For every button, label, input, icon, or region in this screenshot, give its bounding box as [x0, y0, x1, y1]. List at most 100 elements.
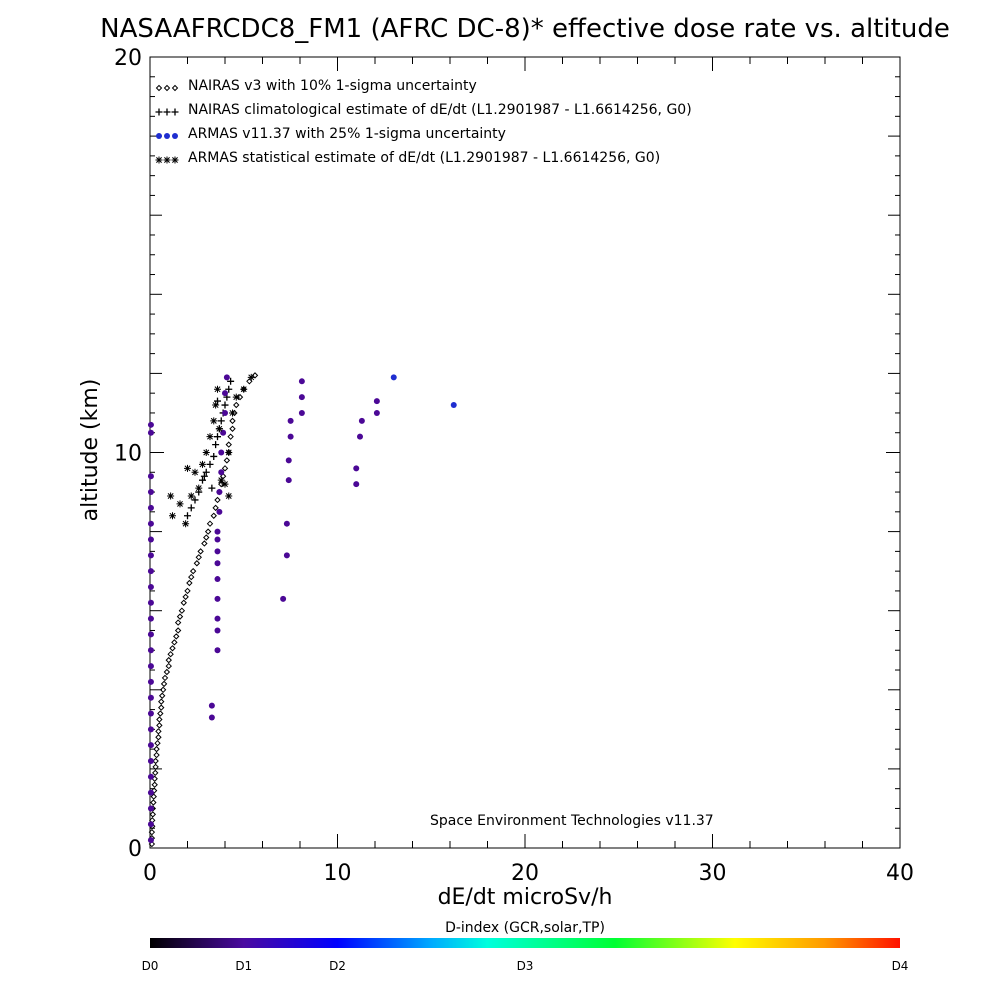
data-point-asterisk: [184, 464, 191, 472]
data-point-dot: [214, 548, 221, 555]
data-point-asterisk: [176, 500, 184, 508]
colorbar-label: D4: [892, 959, 909, 973]
data-point-dot: [298, 394, 305, 401]
data-point-asterisk: [167, 492, 175, 500]
colorbar-label: D3: [517, 959, 534, 973]
data-point-plus: [202, 468, 210, 476]
data-point-dot: [208, 714, 215, 721]
data-point-dot: [298, 409, 305, 416]
data-point-plus: [210, 452, 218, 460]
data-point-diamond: [173, 633, 180, 640]
data-point-plus: [221, 401, 229, 409]
data-point-asterisk: [206, 433, 214, 441]
data-point-asterisk: [232, 393, 240, 401]
data-point-asterisk: [202, 449, 210, 456]
data-point-asterisk: [182, 520, 190, 528]
data-point-plus: [214, 433, 221, 441]
data-point-dot: [214, 536, 221, 543]
data-point-diamond: [180, 599, 187, 606]
data-point-diamond: [188, 573, 195, 581]
data-point-diamond: [189, 567, 197, 575]
data-point-diamond: [221, 465, 229, 472]
data-point-diamond: [154, 739, 161, 747]
data-point-plus: [200, 472, 208, 480]
legend-entry: NAIRAS climatological estimate of dE/dt …: [188, 102, 692, 118]
data-point-diamond: [158, 704, 165, 711]
data-point-dot: [450, 402, 457, 409]
colorbar: [150, 938, 900, 948]
legend: NAIRAS v3 with 10% 1-sigma uncertainty NA…: [155, 78, 692, 166]
data-point-dot: [147, 726, 154, 733]
data-point-diamond: [149, 811, 157, 818]
data-point-diamond: [251, 372, 259, 379]
data-point-dot: [156, 133, 162, 139]
legend-entry: ARMAS v11.37 with 25% 1-sigma uncertaint…: [188, 126, 506, 142]
data-point-dot: [353, 465, 360, 472]
data-point-dot: [283, 552, 290, 559]
data-point-dot: [373, 409, 380, 416]
data-point-asterisk: [214, 385, 221, 393]
data-point-diamond: [225, 441, 232, 448]
data-point-dot: [214, 627, 221, 634]
y-tick-label: 0: [128, 837, 142, 862]
data-point-dot: [147, 710, 154, 717]
x-axis-label: dE/dt microSv/h: [438, 885, 613, 910]
data-point-diamond: [160, 680, 168, 688]
data-point-dot: [216, 489, 223, 496]
data-point-diamond: [150, 787, 158, 794]
data-point-dot: [147, 615, 154, 622]
data-point-diamond: [182, 593, 189, 601]
data-point-diamond: [229, 417, 236, 425]
data-point-dot: [147, 757, 154, 764]
data-point-dot: [223, 374, 230, 381]
data-point-dot: [147, 694, 154, 701]
data-point-diamond: [204, 528, 212, 535]
data-point-asterisk: [171, 156, 179, 164]
data-point-diamond: [167, 650, 174, 658]
x-tick-label: 10: [324, 861, 352, 886]
data-point-diamond: [165, 656, 172, 664]
data-point-dot: [147, 837, 154, 844]
data-point-diamond: [163, 84, 171, 92]
data-point-asterisk: [212, 401, 220, 409]
data-point-dot: [353, 481, 360, 488]
data-point-diamond: [210, 512, 217, 519]
data-point-asterisk: [210, 417, 218, 425]
data-point-dot: [208, 702, 215, 709]
data-point-diamond: [203, 534, 210, 541]
data-point-dot: [373, 398, 380, 405]
data-point-asterisk: [217, 476, 225, 484]
data-point-dot: [147, 421, 154, 428]
data-point-diamond: [153, 751, 160, 759]
data-point-diamond: [184, 587, 191, 595]
data-point-diamond: [163, 668, 171, 676]
data-point-dot: [358, 417, 365, 424]
data-point-dot: [214, 647, 221, 654]
data-point-asterisk: [155, 156, 163, 164]
data-point-dot: [147, 821, 154, 828]
x-tick-label: 40: [886, 861, 914, 886]
data-point-dot: [214, 615, 221, 622]
annotation-credit: Space Environment Technologies v11.37: [430, 813, 714, 829]
data-point-diamond: [195, 554, 202, 561]
data-point-dot: [164, 133, 170, 139]
data-point-dot: [147, 773, 154, 780]
data-point-diamond: [174, 619, 182, 626]
data-point-dot: [214, 576, 221, 583]
data-point-diamond: [197, 548, 204, 555]
data-point-dot: [218, 449, 225, 456]
data-point-dot: [214, 528, 221, 535]
data-point-dot: [147, 520, 154, 527]
data-point-diamond: [171, 84, 179, 92]
data-point-diamond: [152, 757, 159, 765]
data-point-dot: [172, 133, 178, 139]
data-point-asterisk: [229, 409, 236, 417]
data-point-plus: [191, 496, 199, 504]
chart-title: NASAAFRCDC8_FM1 (AFRC DC-8)* effective d…: [100, 14, 950, 44]
data-point-diamond: [169, 645, 176, 652]
data-point-dot: [147, 805, 154, 812]
data-point-asterisk: [247, 373, 255, 381]
data-point-asterisk: [195, 484, 203, 492]
data-point-plus: [199, 476, 206, 484]
data-point-dot: [147, 742, 154, 749]
